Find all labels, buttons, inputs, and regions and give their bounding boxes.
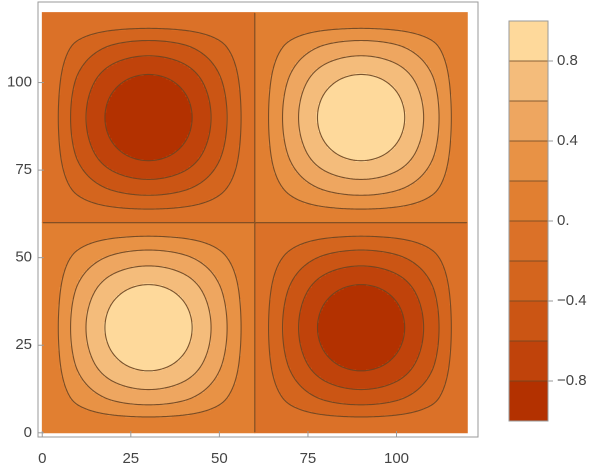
contour-line bbox=[85, 55, 425, 391]
contour-line bbox=[57, 27, 452, 418]
colorbar-tick-label: 0.4 bbox=[557, 132, 578, 149]
colorbar-tick-label: −0.8 bbox=[557, 372, 587, 389]
x-tick-label: 25 bbox=[122, 450, 139, 467]
colorbar-band bbox=[509, 181, 548, 222]
x-tick-label: 50 bbox=[211, 450, 228, 467]
colorbar-tick-label: −0.4 bbox=[557, 292, 587, 309]
contour-line bbox=[57, 27, 452, 418]
colorbar-band bbox=[509, 381, 548, 422]
x-tick-label: 0 bbox=[38, 450, 46, 467]
contour-line bbox=[42, 12, 468, 433]
x-tick-label: 75 bbox=[300, 450, 317, 467]
contour-band bbox=[103, 73, 406, 372]
y-tick-label: 100 bbox=[7, 74, 32, 91]
contour-line bbox=[85, 55, 425, 391]
y-tick-label: 50 bbox=[15, 249, 32, 266]
contour-line bbox=[70, 39, 440, 406]
y-tick-label: 75 bbox=[15, 161, 32, 178]
colorbar-band bbox=[509, 21, 548, 62]
colorbar-band bbox=[509, 61, 548, 102]
x-tick-label: 100 bbox=[384, 450, 409, 467]
colorbar-band bbox=[509, 101, 548, 142]
y-tick-label: 0 bbox=[24, 424, 32, 441]
contour-line bbox=[104, 73, 406, 372]
y-tick-label: 25 bbox=[15, 336, 32, 353]
contour-band bbox=[103, 73, 406, 372]
contour-line bbox=[104, 73, 406, 372]
contour-band bbox=[41, 12, 468, 434]
colorbar-band bbox=[509, 341, 548, 382]
colorbar-band bbox=[509, 261, 548, 302]
plot-frame bbox=[37, 1, 479, 438]
colorbar-tick-label: 0.8 bbox=[557, 52, 578, 69]
colorbar-band bbox=[509, 141, 548, 182]
colorbar-band bbox=[509, 221, 548, 262]
colorbar-tick-label: 0. bbox=[557, 212, 570, 229]
contour-bands bbox=[41, 12, 468, 434]
contour-line bbox=[70, 39, 440, 406]
colorbar-band bbox=[509, 301, 548, 342]
contour-lines bbox=[42, 12, 468, 433]
